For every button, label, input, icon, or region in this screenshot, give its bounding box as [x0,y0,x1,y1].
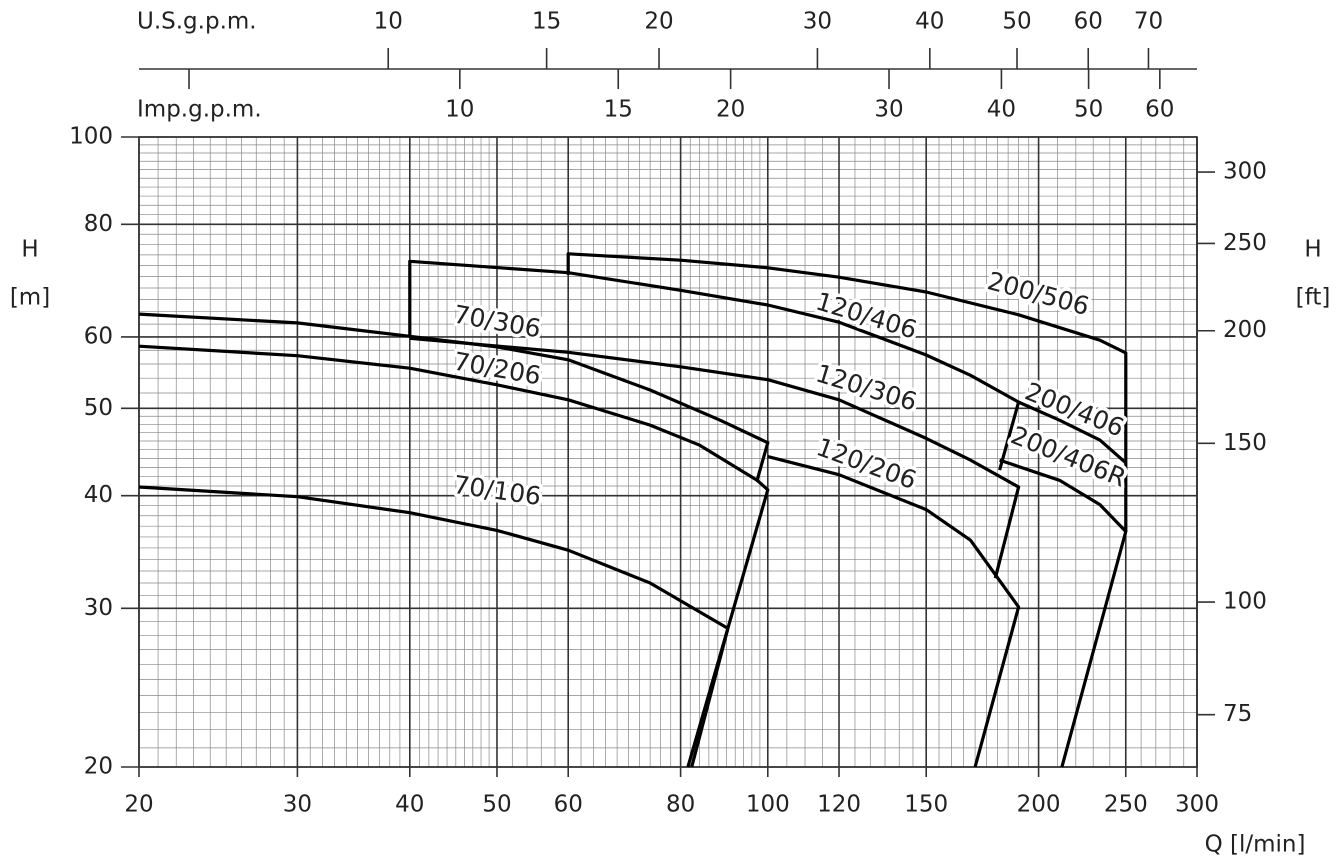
x-tick-label: 20 [124,792,153,818]
y-tick-label: 30 [84,595,113,621]
top-axis-tick-label: 60 [1145,97,1174,123]
top-axis-tick-label: 30 [874,97,903,123]
x-tick-label: 200 [1017,792,1061,818]
y2-tick-label: 100 [1223,589,1267,615]
pump-curve [138,312,770,481]
top-axis-title: U.S.g.p.m. [137,9,257,35]
top-axis-tick-label: 50 [1002,9,1031,35]
top-axis-title: Imp.g.p.m. [137,97,262,123]
y-tick-label: 20 [84,754,113,780]
y2-tick-label: 300 [1223,159,1267,185]
top-axis-tick-label: 10 [374,9,403,35]
top-axis-tick-label: 20 [644,9,673,35]
y-axis-unit: [m] [10,285,50,311]
y-tick-label: 40 [84,482,113,508]
pump-curve [566,252,1128,532]
y2-axis-title: H [1304,237,1321,263]
pump-curve [409,336,1021,579]
top-axis-tick-label: 15 [604,97,633,123]
pump-curve [138,344,770,768]
top-axis-tick-label: 40 [915,9,944,35]
top-axis-tick-label: 15 [532,9,561,35]
y2-tick-label: 250 [1223,230,1267,256]
y2-axis-unit: [ft] [1296,285,1331,311]
top-axis-tick-label: 30 [803,9,832,35]
y-tick-label: 80 [84,211,113,237]
x-tick-label: 300 [1175,792,1219,818]
x-tick-label: 60 [554,792,583,818]
y2-tick-label: 150 [1223,430,1267,456]
top-axis-tick-label: 60 [1074,9,1103,35]
top-axis-tick-label: 20 [716,97,745,123]
plot-frame [138,136,1198,768]
pump-curve [999,458,1128,768]
top-axis-tick-label: 50 [1074,97,1103,123]
pump-curve [408,259,1021,471]
x-tick-label: 80 [666,792,695,818]
x-tick-label: 150 [904,792,948,818]
x-tick-label: 30 [283,792,312,818]
pump-curve [1017,400,1127,465]
top-axis-tick-label: 70 [1134,9,1163,35]
pump-curve [138,485,730,768]
x-tick-label: 250 [1104,792,1148,818]
x-tick-label: 50 [482,792,511,818]
y-tick-label: 100 [69,124,113,150]
y-axis-title: H [21,237,38,263]
top-axis-tick-label: 10 [445,97,474,123]
top-axis-tick-label: 40 [987,97,1016,123]
x-tick-label: 120 [817,792,861,818]
x-tick-label: 40 [395,792,424,818]
y2-tick-label: 75 [1223,701,1252,727]
x-tick-label: 100 [746,792,790,818]
x-axis-title: Q [l/min] [1205,832,1306,858]
curve-label: 120/406 [813,287,921,345]
curve-label: 70/106 [452,470,543,511]
pump-curve [767,455,1021,768]
y2-tick-label: 200 [1223,317,1267,343]
y-tick-label: 60 [84,323,113,349]
y-tick-label: 50 [84,395,113,421]
